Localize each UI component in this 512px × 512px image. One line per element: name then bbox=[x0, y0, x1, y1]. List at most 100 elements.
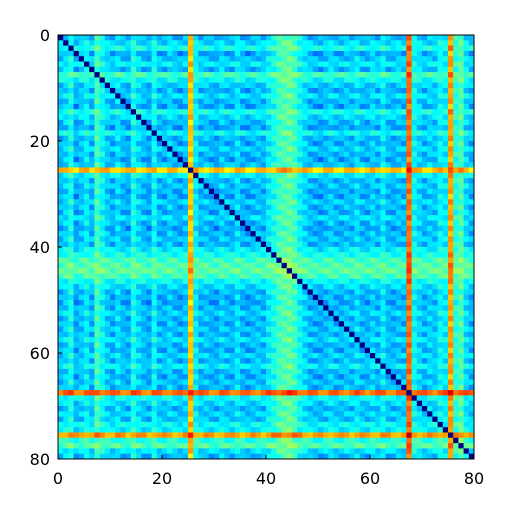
heatmap-cell bbox=[364, 273, 371, 280]
heatmap-cell bbox=[156, 114, 163, 121]
heatmap-cell bbox=[276, 315, 282, 322]
heatmap-cell bbox=[427, 347, 433, 354]
heatmap-cell bbox=[208, 241, 215, 248]
heatmap-cell bbox=[198, 257, 204, 264]
heatmap-cell bbox=[63, 178, 69, 184]
heatmap-cell bbox=[338, 215, 345, 221]
heatmap-cell bbox=[448, 268, 454, 274]
heatmap-cell bbox=[286, 167, 293, 174]
heatmap-cell bbox=[390, 109, 397, 115]
heatmap-cell bbox=[73, 241, 80, 248]
heatmap-cell bbox=[68, 40, 74, 46]
heatmap-cell bbox=[182, 294, 189, 301]
heatmap-cell bbox=[323, 294, 329, 301]
heatmap-cell bbox=[151, 209, 158, 216]
heatmap-cell bbox=[266, 241, 272, 248]
heatmap-cell bbox=[73, 72, 80, 78]
heatmap-cell bbox=[255, 77, 262, 84]
heatmap-cell bbox=[364, 326, 371, 333]
heatmap-cell bbox=[463, 82, 470, 89]
heatmap-cell bbox=[437, 268, 444, 274]
heatmap-cell bbox=[177, 204, 184, 211]
heatmap-cell bbox=[276, 209, 282, 216]
heatmap-cell bbox=[411, 162, 418, 168]
heatmap-cell bbox=[198, 315, 204, 322]
heatmap-cell bbox=[422, 268, 428, 274]
heatmap-cell bbox=[302, 66, 308, 73]
heatmap-cell bbox=[219, 337, 225, 343]
heatmap-cell bbox=[281, 284, 288, 290]
heatmap-cell bbox=[344, 93, 350, 99]
heatmap-cell bbox=[245, 347, 251, 354]
heatmap-cell bbox=[193, 278, 199, 285]
heatmap-cell bbox=[167, 310, 173, 317]
heatmap-cell bbox=[63, 358, 69, 364]
heatmap-cell bbox=[328, 247, 334, 253]
heatmap-cell bbox=[328, 262, 334, 269]
heatmap-cell bbox=[281, 300, 288, 306]
heatmap-cell bbox=[115, 162, 121, 168]
heatmap-cell bbox=[323, 103, 329, 110]
heatmap-cell bbox=[292, 294, 298, 301]
heatmap-cell bbox=[281, 194, 288, 200]
heatmap-cell bbox=[68, 331, 74, 338]
heatmap-cell bbox=[208, 135, 215, 142]
heatmap-cell bbox=[245, 278, 251, 285]
heatmap-cell bbox=[442, 300, 449, 306]
heatmap-cell bbox=[104, 326, 111, 333]
heatmap-cell bbox=[177, 156, 184, 163]
heatmap-cell bbox=[411, 300, 418, 306]
heatmap-cell bbox=[286, 56, 293, 62]
heatmap-cell bbox=[240, 146, 246, 152]
heatmap-cell bbox=[219, 289, 225, 296]
heatmap-cell bbox=[162, 331, 168, 338]
heatmap-cell bbox=[260, 50, 267, 57]
heatmap-cell bbox=[427, 342, 433, 349]
heatmap-cell bbox=[73, 268, 80, 274]
heatmap-cell bbox=[422, 257, 428, 264]
heatmap-cell bbox=[453, 72, 459, 78]
heatmap-cell bbox=[73, 310, 80, 317]
heatmap-cell bbox=[167, 88, 173, 94]
heatmap-cell bbox=[229, 294, 236, 301]
heatmap-cell bbox=[94, 119, 100, 126]
heatmap-cell bbox=[250, 252, 256, 258]
heatmap-cell bbox=[63, 66, 69, 73]
heatmap-cell bbox=[302, 183, 308, 190]
heatmap-cell bbox=[99, 183, 106, 190]
heatmap-cell bbox=[286, 130, 293, 137]
heatmap-cell bbox=[380, 252, 386, 258]
heatmap-cell bbox=[156, 257, 163, 264]
heatmap-cell bbox=[307, 225, 314, 232]
heatmap-cell bbox=[156, 188, 163, 195]
heatmap-cell bbox=[188, 257, 194, 264]
heatmap-cell bbox=[354, 231, 360, 237]
heatmap-cell bbox=[406, 199, 412, 205]
heatmap-cell bbox=[312, 119, 319, 126]
heatmap-cell bbox=[427, 146, 433, 152]
heatmap-cell bbox=[94, 66, 100, 73]
heatmap-cell bbox=[390, 162, 397, 168]
heatmap-cell bbox=[68, 66, 74, 73]
heatmap-cell bbox=[468, 247, 475, 253]
heatmap-cell bbox=[318, 231, 324, 237]
heatmap-cell bbox=[385, 151, 392, 158]
heatmap-cell bbox=[120, 225, 126, 232]
heatmap-cell bbox=[302, 262, 308, 269]
heatmap-cell bbox=[58, 109, 64, 115]
heatmap-cell bbox=[422, 353, 428, 359]
heatmap-cell bbox=[177, 35, 184, 41]
heatmap-cell bbox=[255, 72, 262, 78]
heatmap-cell bbox=[125, 337, 132, 343]
heatmap-cell bbox=[312, 262, 319, 269]
heatmap-cell bbox=[312, 247, 319, 253]
heatmap-cell bbox=[68, 82, 74, 89]
heatmap-cell bbox=[375, 125, 381, 131]
heatmap-cell bbox=[78, 305, 85, 311]
heatmap-cell bbox=[411, 215, 418, 221]
heatmap-cell bbox=[302, 82, 308, 89]
heatmap-cell bbox=[396, 109, 402, 115]
heatmap-cell bbox=[286, 257, 293, 264]
heatmap-cell bbox=[453, 278, 459, 285]
heatmap-cell bbox=[151, 215, 158, 221]
